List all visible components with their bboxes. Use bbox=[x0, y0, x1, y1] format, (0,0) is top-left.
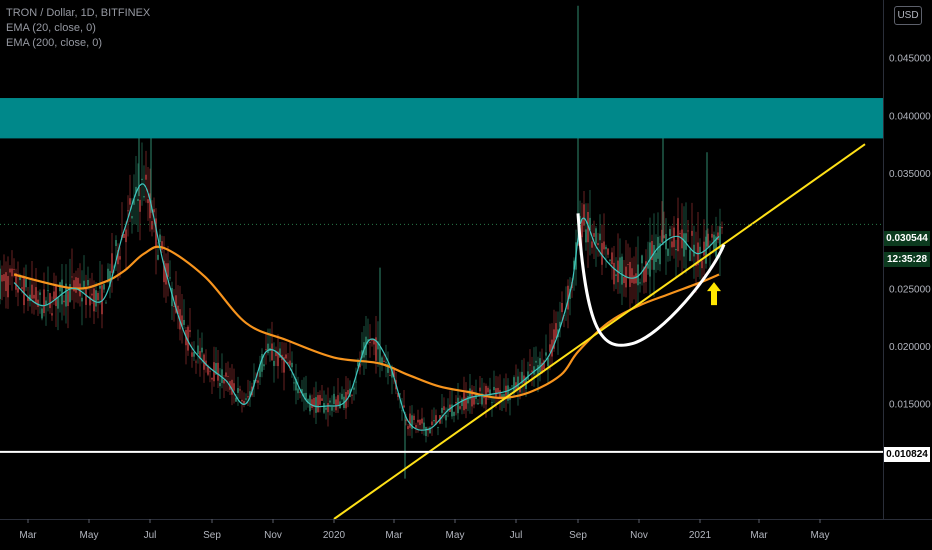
up-arrow-icon bbox=[707, 282, 721, 306]
price-tick-label: 0.015000 bbox=[889, 400, 931, 411]
time-tick-label: Sep bbox=[203, 530, 221, 541]
currency-button[interactable]: USD bbox=[894, 6, 922, 25]
time-tick-label: 2020 bbox=[323, 530, 346, 541]
resistance-zone bbox=[0, 98, 884, 139]
legend-ema20: EMA (20, close, 0) bbox=[6, 22, 96, 34]
cup-curve[interactable] bbox=[576, 213, 726, 347]
price-tick-label: 0.020000 bbox=[889, 342, 931, 353]
countdown-label: 12:35:28 bbox=[884, 252, 930, 267]
price-tick-label: 0.035000 bbox=[889, 169, 931, 180]
time-tick-label: Mar bbox=[385, 530, 403, 541]
legend-ema200: EMA (200, close, 0) bbox=[6, 37, 102, 49]
time-tick-label: Mar bbox=[19, 530, 37, 541]
ema200-line bbox=[13, 245, 720, 400]
price-tick-label: 0.045000 bbox=[889, 54, 931, 65]
time-tick-label: Sep bbox=[569, 530, 587, 541]
time-tick-label: Nov bbox=[264, 530, 282, 541]
time-tick-label: Mar bbox=[750, 530, 768, 541]
time-tick-label: Jul bbox=[510, 530, 523, 541]
ema20-line bbox=[13, 183, 720, 431]
time-tick-label: May bbox=[80, 530, 99, 541]
chart-legend: TRON / Dollar, 1D, BITFINEX EMA (20, clo… bbox=[6, 6, 150, 51]
time-tick-label: May bbox=[811, 530, 830, 541]
price-tick-label: 0.040000 bbox=[889, 111, 931, 122]
time-tick-label: May bbox=[446, 530, 465, 541]
legend-symbol: TRON / Dollar, 1D, BITFINEX bbox=[6, 7, 151, 19]
current-price-label: 0.030544 bbox=[884, 231, 930, 246]
time-tick-label: 2021 bbox=[689, 530, 712, 541]
price-axis[interactable]: 0.045000 0.040000 0.035000 0.025000 0.020000… bbox=[889, 54, 931, 411]
time-tick-label: Jul bbox=[144, 530, 157, 541]
support-price-label: 0.010824 bbox=[884, 447, 930, 462]
price-tick-label: 0.025000 bbox=[889, 284, 931, 295]
time-tick-label: Nov bbox=[630, 530, 648, 541]
time-axis[interactable]: Mar May Jul Sep Nov 2020 Mar May Jul Sep Nov 2021 Ma… bbox=[19, 519, 829, 541]
candlestick-series bbox=[0, 5, 723, 479]
